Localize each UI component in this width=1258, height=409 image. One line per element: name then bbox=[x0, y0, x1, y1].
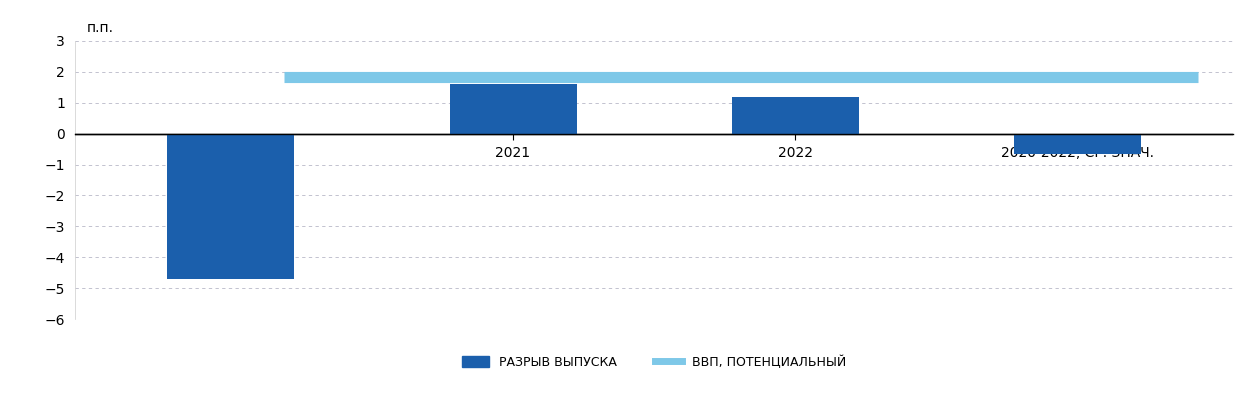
Bar bbox=[1014, 134, 1141, 154]
Bar bbox=[449, 84, 576, 134]
Text: п.п.: п.п. bbox=[87, 21, 114, 35]
Bar bbox=[167, 134, 294, 279]
Bar bbox=[732, 97, 859, 134]
Legend: РАЗРЫВ ВЫПУСКА, ВВП, ПОТЕНЦИАЛЬНЫЙ: РАЗРЫВ ВЫПУСКА, ВВП, ПОТЕНЦИАЛЬНЫЙ bbox=[457, 351, 852, 374]
